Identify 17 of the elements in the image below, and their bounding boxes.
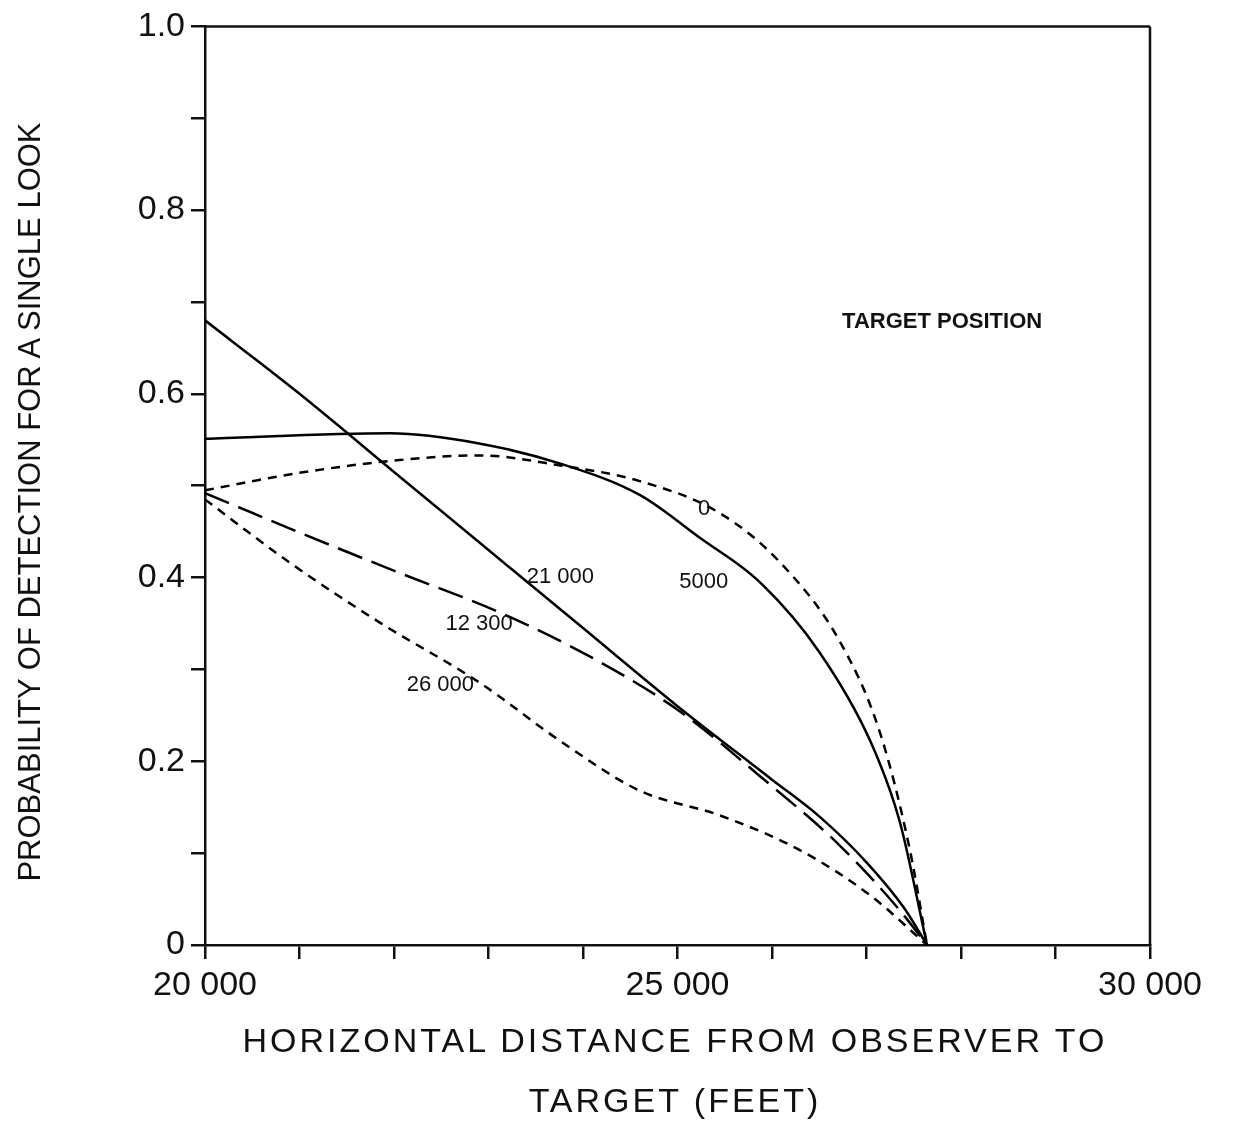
series-label: 26 000 (406, 671, 474, 697)
y-tick-label: 0.8 (137, 188, 185, 227)
x-tick-label: 30 000 (1098, 963, 1202, 1002)
series-label: 21 000 (526, 563, 594, 589)
y-axis-title: PROBABILITY OF DETECTION FOR A SINGLE LOOK (11, 121, 48, 884)
y-tick-label: 1.0 (137, 4, 185, 43)
series-label: 5000 (679, 568, 729, 594)
y-tick-label: 0.4 (137, 555, 185, 594)
legend-title: TARGET POSITION (842, 308, 1043, 334)
y-tick-label: 0.6 (137, 372, 185, 411)
x-tick-label: 20 000 (153, 963, 257, 1002)
series-label: 0 (697, 495, 711, 521)
series-label: 12 300 (445, 610, 513, 636)
x-tick-label: 25 000 (625, 963, 730, 1002)
y-tick-label: 0.2 (137, 739, 185, 778)
x-axis-title: HORIZONTAL DISTANCE FROM OBSERVER TO TARGET (FEET) (241, 1020, 1109, 1121)
y-tick-label: 0 (166, 923, 185, 962)
